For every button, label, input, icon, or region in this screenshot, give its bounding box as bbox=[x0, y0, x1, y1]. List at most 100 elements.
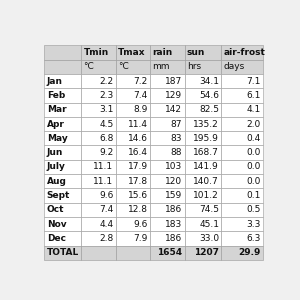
Text: mm: mm bbox=[152, 62, 170, 71]
Text: 9.6: 9.6 bbox=[134, 220, 148, 229]
Text: Aug: Aug bbox=[47, 177, 67, 186]
Bar bbox=[150, 217, 184, 231]
Bar bbox=[221, 231, 263, 246]
Text: Jun: Jun bbox=[47, 148, 63, 157]
Bar bbox=[221, 60, 263, 74]
Text: 103: 103 bbox=[165, 163, 182, 172]
Text: Feb: Feb bbox=[47, 91, 65, 100]
Text: 34.1: 34.1 bbox=[199, 76, 219, 85]
Bar bbox=[44, 188, 81, 203]
Bar bbox=[44, 45, 81, 60]
Bar bbox=[184, 146, 221, 160]
Bar bbox=[184, 231, 221, 246]
Bar bbox=[116, 117, 150, 131]
Bar bbox=[221, 117, 263, 131]
Text: May: May bbox=[47, 134, 68, 143]
Text: Dec: Dec bbox=[47, 234, 66, 243]
Bar bbox=[150, 203, 184, 217]
Text: Tmax: Tmax bbox=[118, 48, 146, 57]
Bar bbox=[150, 174, 184, 188]
Text: 2.8: 2.8 bbox=[99, 234, 113, 243]
Text: Oct: Oct bbox=[47, 206, 64, 214]
Bar bbox=[116, 103, 150, 117]
Bar bbox=[81, 131, 116, 146]
Text: 4.4: 4.4 bbox=[99, 220, 113, 229]
Text: 15.6: 15.6 bbox=[128, 191, 148, 200]
Bar bbox=[44, 217, 81, 231]
Text: 2.3: 2.3 bbox=[99, 91, 113, 100]
Bar bbox=[150, 74, 184, 88]
Text: sun: sun bbox=[187, 48, 205, 57]
Bar bbox=[81, 188, 116, 203]
Text: 17.9: 17.9 bbox=[128, 163, 148, 172]
Text: 0.1: 0.1 bbox=[246, 191, 261, 200]
Text: 12.8: 12.8 bbox=[128, 206, 148, 214]
Bar bbox=[81, 203, 116, 217]
Text: °C: °C bbox=[118, 62, 129, 71]
Text: 3.3: 3.3 bbox=[246, 220, 261, 229]
Text: 129: 129 bbox=[165, 91, 182, 100]
Text: 140.7: 140.7 bbox=[194, 177, 219, 186]
Text: air-frost: air-frost bbox=[224, 48, 266, 57]
Text: 9.2: 9.2 bbox=[99, 148, 113, 157]
Bar bbox=[221, 160, 263, 174]
Text: 7.1: 7.1 bbox=[246, 76, 261, 85]
Bar bbox=[150, 88, 184, 103]
Bar bbox=[81, 174, 116, 188]
Text: 120: 120 bbox=[165, 177, 182, 186]
Text: 6.8: 6.8 bbox=[99, 134, 113, 143]
Bar bbox=[44, 60, 81, 74]
Bar bbox=[116, 188, 150, 203]
Text: days: days bbox=[224, 62, 245, 71]
Text: 183: 183 bbox=[165, 220, 182, 229]
Text: 11.1: 11.1 bbox=[93, 177, 113, 186]
Bar bbox=[221, 103, 263, 117]
Text: Nov: Nov bbox=[47, 220, 66, 229]
Text: 0.0: 0.0 bbox=[246, 163, 261, 172]
Text: 159: 159 bbox=[165, 191, 182, 200]
Text: 3.1: 3.1 bbox=[99, 105, 113, 114]
Bar bbox=[81, 160, 116, 174]
Bar bbox=[221, 174, 263, 188]
Text: rain: rain bbox=[152, 48, 173, 57]
Text: 7.4: 7.4 bbox=[99, 206, 113, 214]
Bar bbox=[116, 131, 150, 146]
Bar bbox=[150, 246, 184, 260]
Text: 54.6: 54.6 bbox=[199, 91, 219, 100]
Bar bbox=[44, 131, 81, 146]
Bar bbox=[184, 160, 221, 174]
Bar bbox=[116, 88, 150, 103]
Bar bbox=[184, 74, 221, 88]
Bar bbox=[116, 231, 150, 246]
Text: 4.5: 4.5 bbox=[99, 119, 113, 128]
Text: July: July bbox=[47, 163, 66, 172]
Text: 7.2: 7.2 bbox=[134, 76, 148, 85]
Bar bbox=[150, 117, 184, 131]
Text: 6.1: 6.1 bbox=[246, 91, 261, 100]
Bar bbox=[150, 60, 184, 74]
Text: 141.9: 141.9 bbox=[194, 163, 219, 172]
Bar bbox=[221, 203, 263, 217]
Bar bbox=[44, 74, 81, 88]
Text: 142: 142 bbox=[165, 105, 182, 114]
Bar bbox=[221, 146, 263, 160]
Bar bbox=[44, 103, 81, 117]
Bar bbox=[184, 188, 221, 203]
Bar bbox=[116, 203, 150, 217]
Bar bbox=[221, 74, 263, 88]
Bar bbox=[81, 146, 116, 160]
Text: Sept: Sept bbox=[47, 191, 70, 200]
Text: 29.9: 29.9 bbox=[238, 248, 261, 257]
Bar bbox=[150, 146, 184, 160]
Text: 14.6: 14.6 bbox=[128, 134, 148, 143]
Text: 0.0: 0.0 bbox=[246, 148, 261, 157]
Bar bbox=[81, 246, 116, 260]
Bar bbox=[81, 74, 116, 88]
Bar bbox=[81, 45, 116, 60]
Text: 6.3: 6.3 bbox=[246, 234, 261, 243]
Text: 87: 87 bbox=[171, 119, 182, 128]
Text: 83: 83 bbox=[171, 134, 182, 143]
Bar bbox=[44, 88, 81, 103]
Text: 1207: 1207 bbox=[194, 248, 219, 257]
Bar bbox=[116, 60, 150, 74]
